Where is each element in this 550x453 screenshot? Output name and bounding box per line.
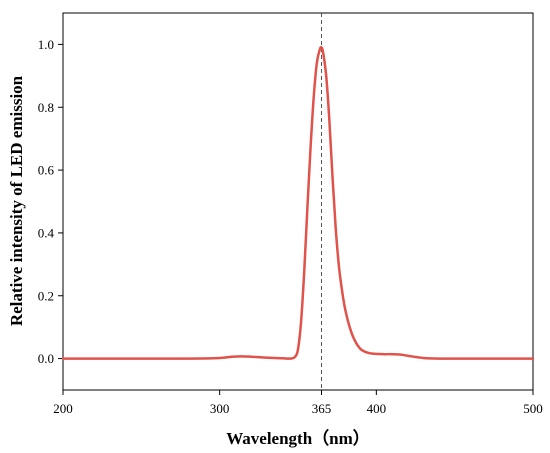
y-tick-label: 0.8 [38,100,54,115]
x-tick-label: 200 [53,401,73,416]
x-axis-ticks: 200 300 365 400 500 [53,390,543,416]
x-tick-label: 365 [312,401,332,416]
y-tick-label: 1.0 [38,37,54,52]
x-tick-label: 400 [367,401,387,416]
series-line [61,45,535,360]
y-tick-label: 0.2 [38,288,54,303]
y-axis-title: Relative intensity of LED emission [7,75,26,326]
x-axis-title: Wavelength（nm） [226,428,370,448]
y-axis-ticks: 0.0 0.2 0.4 0.6 0.8 1.0 [38,37,63,366]
x-tick-label: 300 [210,401,230,416]
y-tick-label: 0.6 [38,163,55,178]
y-tick-label: 0.4 [38,225,55,240]
y-tick-label: 0.0 [38,351,54,366]
x-tick-label: 500 [523,401,543,416]
plot-frame [62,12,534,391]
